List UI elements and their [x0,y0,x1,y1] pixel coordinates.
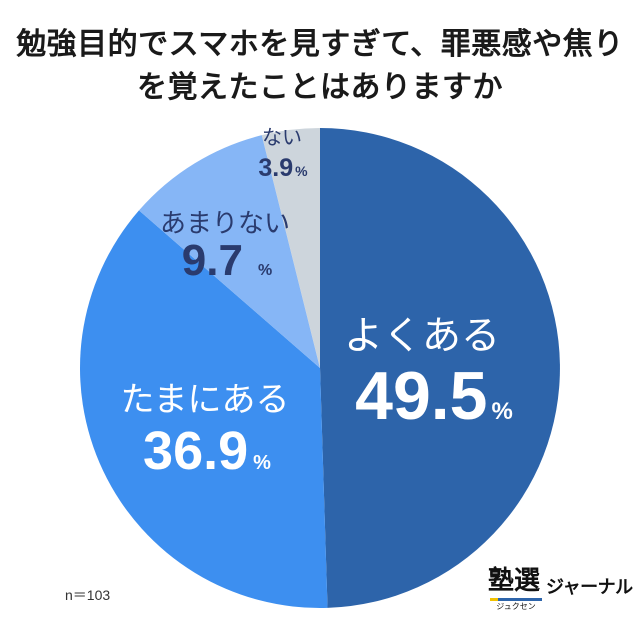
data-label-value-tamani-aru: 36.9 % [143,424,271,478]
data-label-value-nai: 3.9 % [258,156,307,181]
data-label-name-tamani-aru: たまにある [120,380,290,420]
data-label-unit-tamani-aru: % [253,452,271,474]
pie-slice-amari-nai [138,135,320,368]
data-label-value-yoku-aru: 49.5 % [355,362,513,430]
logo-underline [490,598,542,601]
chart-title-line-2: を覚えたことはありますか [137,70,503,105]
logo-underline-accent [490,598,498,601]
logo-name: ジャーナル [546,577,633,598]
pie-slice-yoku-aru [320,128,560,608]
data-label-name-yoku-aru: よくある [343,314,501,359]
data-label-unit-yoku-aru: % [491,398,513,425]
data-label-unit-amari-nai: % [257,262,273,279]
data-label-number-nai: 3.9 [258,154,294,182]
pie-slice-nai [261,128,320,368]
data-label-number-tamani-aru: 36.9 [143,421,249,481]
data-label-value-amari-nai: 9.7 % [182,239,272,283]
data-label-name-amari-nai: あまりない [159,209,291,239]
data-label-number-yoku-aru: 49.5 [355,358,488,434]
data-label-number-amari-nai: 9.7 [181,236,243,285]
sample-size-note: n＝103 [65,587,111,603]
data-label-name-nai: ない [262,125,302,149]
data-label-unit-nai: % [295,163,308,179]
logo-mark: 塾選 [488,566,541,596]
chart-title-line-1: 勉強目的でスマホを見すぎて、罪悪感や焦り [16,27,624,62]
logo-reading: ジュクセン [496,602,536,611]
pie-slice-tamani-aru [80,210,328,608]
